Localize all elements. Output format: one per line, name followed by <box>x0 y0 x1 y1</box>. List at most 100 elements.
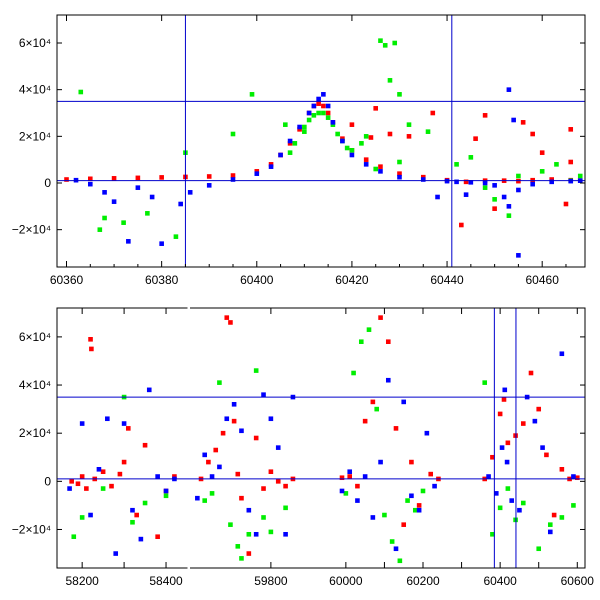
green-data-point <box>389 539 395 544</box>
red-data-point <box>520 120 526 125</box>
green-data-point <box>425 129 431 134</box>
blue-data-point <box>435 194 440 200</box>
red-data-point <box>355 483 360 489</box>
red-data-point <box>254 169 260 174</box>
green-data-point <box>249 92 255 97</box>
blue-data-point <box>511 117 516 123</box>
red-data-point <box>385 339 391 345</box>
red-data-point <box>368 135 374 140</box>
blue-data-point <box>253 531 259 537</box>
blue-data-point <box>155 474 160 479</box>
red-data-point <box>397 171 402 176</box>
blue-data-point <box>468 180 474 185</box>
blue-data-point <box>224 416 230 422</box>
blue-data-point <box>67 486 72 491</box>
red-data-point <box>530 131 535 137</box>
x-tick-label: 60380 <box>145 273 179 287</box>
green-data-point <box>374 406 380 412</box>
blue-data-point <box>275 445 281 450</box>
green-data-point <box>302 124 307 130</box>
green-data-point <box>287 150 293 155</box>
blue-data-point <box>571 474 576 479</box>
x-tick-label: 60000 <box>329 574 363 588</box>
blue-data-point <box>96 466 102 472</box>
red-data-point <box>387 131 393 137</box>
green-data-point <box>392 40 398 46</box>
blue-data-point <box>547 529 553 535</box>
red-data-point <box>69 479 74 484</box>
green-data-point <box>344 145 350 151</box>
green-data-point <box>468 155 474 160</box>
blue-data-point <box>362 474 368 479</box>
green-data-point <box>520 500 526 506</box>
blue-data-point <box>401 399 407 405</box>
green-data-point <box>539 169 545 174</box>
blue-data-point <box>163 488 169 494</box>
red-data-point <box>520 421 526 426</box>
green-data-point <box>363 134 369 139</box>
red-data-point <box>100 469 106 475</box>
blue-data-point <box>432 483 437 489</box>
blue-data-point <box>517 507 522 513</box>
top-panel: 60360 60380 60400 60420 60440 60460 −2×10⁴ 0 2×1… <box>12 14 586 287</box>
green-data-point <box>235 544 241 549</box>
blue-data-point <box>254 171 260 176</box>
blue-data-point <box>287 138 293 144</box>
red-data-point <box>206 174 212 179</box>
green-data-point <box>382 512 387 518</box>
green-data-point <box>412 507 418 513</box>
green-data-point <box>351 370 356 376</box>
red-data-point <box>135 175 141 181</box>
red-data-point <box>459 222 464 228</box>
green-data-point <box>454 162 459 167</box>
red-data-point <box>111 176 117 181</box>
red-data-point <box>325 110 331 116</box>
axis-break-gap <box>187 306 190 310</box>
red-data-point <box>370 399 376 405</box>
green-data-point <box>387 78 393 83</box>
green-data-point <box>505 486 511 491</box>
blue-data-point <box>268 416 274 422</box>
blue-data-point <box>499 445 505 450</box>
green-data-point <box>490 531 495 537</box>
blue-data-point <box>393 546 399 552</box>
blue-data-point <box>311 103 317 109</box>
blue-data-point <box>549 179 555 185</box>
red-data-point <box>430 110 436 116</box>
blue-data-point <box>559 351 565 357</box>
blue-data-point <box>530 181 535 187</box>
blue-data-point <box>385 377 391 383</box>
x-tick-label: 60400 <box>483 574 517 588</box>
green-data-point <box>554 162 559 167</box>
blue-data-point <box>355 498 360 503</box>
blue-data-point <box>113 551 119 556</box>
green-data-point <box>405 498 410 503</box>
green-data-point <box>482 380 488 385</box>
blue-data-point <box>321 92 326 97</box>
blue-data-point <box>283 531 288 537</box>
red-data-point <box>283 483 288 489</box>
red-data-point <box>347 474 353 479</box>
blue-data-point <box>330 120 336 125</box>
green-data-point <box>102 215 107 221</box>
red-data-point <box>75 481 81 487</box>
red-data-point <box>363 157 369 162</box>
x-tick-label: 60360 <box>50 273 84 287</box>
red-data-point <box>88 336 93 342</box>
blue-data-point <box>206 183 212 188</box>
blue-data-point <box>516 187 521 193</box>
red-data-point <box>559 466 565 472</box>
red-data-point <box>420 174 426 180</box>
blue-data-point <box>454 179 459 185</box>
green-data-point <box>378 38 383 43</box>
green-data-point <box>406 122 412 127</box>
green-data-point <box>230 131 236 137</box>
green-data-point <box>261 515 266 520</box>
blue-data-point <box>492 183 497 188</box>
green-data-point <box>547 522 553 527</box>
green-data-point <box>335 131 340 137</box>
blue-data-point <box>146 387 152 393</box>
blue-data-point <box>506 87 512 92</box>
bottom-plot-frame <box>56 307 586 569</box>
